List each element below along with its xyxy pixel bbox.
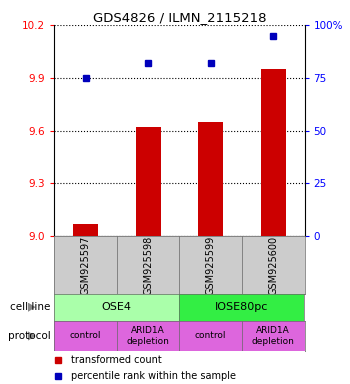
Text: IOSE80pc: IOSE80pc [215, 302, 268, 312]
Title: GDS4826 / ILMN_2115218: GDS4826 / ILMN_2115218 [93, 11, 266, 24]
Bar [198, 122, 223, 236]
Bar [73, 224, 98, 236]
Text: percentile rank within the sample: percentile rank within the sample [71, 371, 236, 381]
Polygon shape [28, 331, 36, 341]
Bar [135, 127, 161, 236]
Text: OSE4: OSE4 [102, 302, 132, 312]
Text: GSM925599: GSM925599 [206, 235, 216, 295]
Text: GSM925598: GSM925598 [143, 235, 153, 295]
Text: cell line: cell line [10, 302, 51, 312]
Text: transformed count: transformed count [71, 356, 162, 366]
Text: control: control [195, 331, 226, 341]
Bar [261, 69, 286, 236]
Polygon shape [28, 303, 36, 312]
Text: GSM925597: GSM925597 [80, 235, 91, 295]
Text: protocol: protocol [8, 331, 51, 341]
Text: GSM925600: GSM925600 [268, 235, 278, 295]
Text: control: control [70, 331, 101, 341]
Text: ARID1A
depletion: ARID1A depletion [127, 326, 169, 346]
Text: ARID1A
depletion: ARID1A depletion [252, 326, 295, 346]
